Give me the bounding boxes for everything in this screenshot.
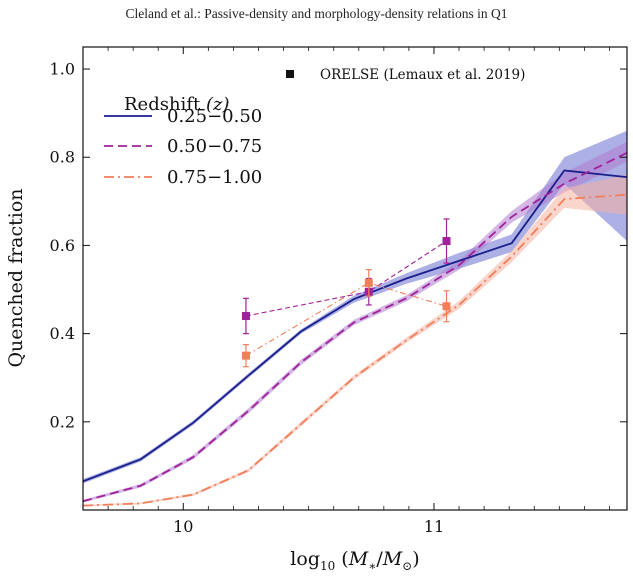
legend-label-1: 0.25−0.50 (167, 106, 262, 127)
x-label-part: M (382, 548, 403, 570)
x-label-part: M (348, 548, 369, 570)
x-tick-label: 10 (173, 517, 193, 536)
x-label-part: ⊙ (402, 559, 412, 573)
plot-frame (82, 46, 628, 511)
x-label-part: ( (335, 548, 348, 570)
series-line-2 (83, 151, 627, 503)
y-tick-label: 0.8 (50, 148, 75, 167)
obs-point (442, 237, 451, 246)
obs-point (364, 278, 373, 287)
x-label-part: / (376, 548, 383, 570)
y-tick-label: 0.6 (50, 236, 75, 255)
x-label-part: ) (412, 548, 419, 570)
orelse-observations (241, 218, 451, 368)
y-tick-label: 0.2 (50, 412, 75, 431)
series-line-1 (83, 169, 627, 483)
y-axis-label: Quenched fraction (5, 188, 27, 367)
obs-point (241, 311, 250, 320)
legend-label-2: 0.50−0.75 (167, 136, 262, 157)
x-label-part: ∗ (368, 559, 376, 573)
legend-label-3: 0.75−1.00 (167, 167, 262, 188)
x-tick-label: 11 (424, 517, 444, 536)
series-band-3 (83, 174, 627, 507)
series-lines (83, 151, 627, 507)
page-header: Cleland et al.: Passive-density and morp… (125, 6, 508, 21)
obs-connector-1 (245, 240, 447, 317)
error-bands (83, 130, 627, 507)
obs-point (241, 351, 250, 360)
x-label-part: log (290, 548, 320, 570)
axis-ticks: 10 11 0.2 0.4 0.6 0.8 1.0 (50, 47, 627, 536)
x-axis-label-text: log10 (M∗/M⊙) (290, 548, 419, 573)
legend: Redshift (z)0.25−0.50 0.50−0.75 0.75−1.00 O… (104, 67, 525, 188)
y-tick-label: 1.0 (50, 60, 75, 79)
legend-title: Redshift (z) (124, 94, 229, 115)
x-axis-label: log10 (M∗/M⊙) (290, 548, 419, 573)
obs-point (442, 302, 451, 311)
y-tick-label: 0.4 (50, 324, 75, 343)
x-label-part: 10 (320, 559, 335, 573)
legend-obs-marker (286, 70, 294, 78)
legend-obs-label: ORELSE (Lemaux et al. 2019) (320, 67, 525, 83)
series-line-3 (83, 193, 627, 507)
series-band-1 (83, 130, 627, 484)
